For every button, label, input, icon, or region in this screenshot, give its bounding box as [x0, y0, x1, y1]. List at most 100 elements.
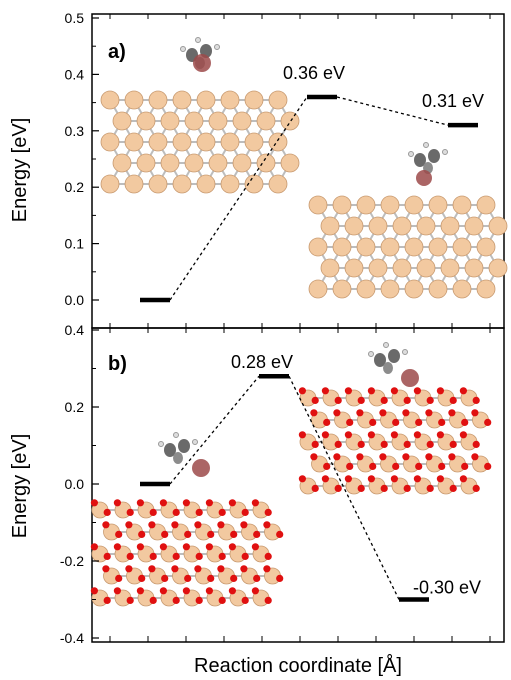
oxygen-atom: [426, 440, 434, 448]
surface-atom: [452, 279, 472, 299]
oxygen-atom: [472, 484, 480, 492]
x-axis-title: Reaction coordinate [Å]: [194, 654, 402, 677]
surface-atom: [220, 174, 240, 194]
surface-atom: [368, 258, 388, 278]
reaction-path-connector: [336, 96, 449, 126]
oxygen-atom: [184, 574, 192, 583]
surface-atom: [464, 258, 484, 278]
oxygen-atom: [149, 508, 157, 516]
oxygen-atom: [136, 543, 144, 551]
hydrogen-atom: [383, 342, 389, 348]
surface-atom: [392, 258, 412, 278]
oxygen-atom: [251, 543, 259, 551]
oxygen-atom: [217, 565, 225, 573]
oxygen-atom: [195, 552, 203, 561]
oxygen-atom: [148, 521, 156, 529]
surface-atom: [244, 90, 264, 110]
surface-atom: [488, 258, 508, 278]
panel-a-letter: a): [108, 41, 126, 63]
surface-atom: [100, 132, 120, 152]
surface-atom: [404, 195, 424, 215]
oxygen-atom: [426, 396, 434, 404]
oxygen-atom: [390, 387, 398, 395]
oxygen-atom: [115, 530, 123, 539]
surface-atom: [208, 111, 228, 131]
oxygen-atom: [436, 431, 444, 439]
surface-atom: [404, 279, 424, 299]
oxygen-atom: [472, 440, 480, 448]
oxygen-atom: [230, 574, 238, 583]
oxygen-atom: [149, 552, 157, 561]
surface-atom: [320, 216, 340, 236]
oxygen-atom: [195, 508, 203, 516]
surface-atom: [136, 111, 156, 131]
surface-atom: [476, 279, 496, 299]
oxygen-atom: [449, 440, 457, 448]
oxygen-atom: [415, 462, 423, 470]
oxygen-atom: [228, 587, 236, 595]
oxygen-atom: [323, 462, 331, 470]
oxygen-atom: [241, 596, 249, 605]
oxygen-atom: [298, 387, 306, 395]
adsorbate-atom: [416, 170, 432, 186]
surface-atom: [440, 216, 460, 236]
surface-atom: [160, 153, 180, 173]
oxygen-atom: [264, 552, 272, 561]
surface-atom: [220, 90, 240, 110]
surface-atom: [256, 111, 276, 131]
surface-atom: [268, 174, 288, 194]
oxygen-atom: [448, 409, 456, 417]
oxygen-atom: [369, 462, 377, 470]
adsorbate-atom: [193, 54, 211, 72]
oxygen-atom: [449, 396, 457, 404]
surface-atom: [196, 132, 216, 152]
oxygen-atom: [344, 475, 352, 483]
oxygen-atom: [334, 396, 342, 404]
oxygen-atom: [253, 574, 261, 583]
oxygen-atom: [161, 574, 169, 583]
y-tick-label: 0.0: [65, 476, 85, 492]
surface-atom: [392, 216, 412, 236]
surface-atom: [416, 216, 436, 236]
oxygen-atom: [205, 499, 213, 507]
surface-atom: [244, 132, 264, 152]
surface-atom: [380, 279, 400, 299]
panel-b-energy-profile: 0.28 eV -0.30 eV: [140, 352, 481, 602]
panel-a-energy-profile: 0.36 eV 0.31 eV: [140, 63, 484, 303]
oxygen-atom: [484, 462, 492, 470]
carbon-atom: [374, 353, 386, 367]
oxygen-atom: [217, 521, 225, 529]
surface-atom: [220, 132, 240, 152]
oxygen-atom: [334, 440, 342, 448]
oxygen-atom: [344, 431, 352, 439]
oxygen-atom: [459, 387, 467, 395]
energy-level-label: 0.36 eV: [283, 63, 345, 83]
surface-atom: [268, 132, 288, 152]
oxygen-atom: [276, 574, 284, 583]
surface-atom: [280, 111, 300, 131]
oxygen-atom: [323, 418, 331, 426]
panel-b-frame: [91, 327, 505, 643]
oxygen-atom: [103, 552, 111, 561]
carbon-atom: [388, 349, 400, 363]
oxygen-atom: [380, 396, 388, 404]
surface-atom: [380, 237, 400, 257]
oxygen-atom: [334, 484, 342, 492]
oxygen-atom: [161, 530, 169, 539]
oxygen-atom: [90, 543, 98, 551]
oxygen-atom: [436, 387, 444, 395]
oxygen-atom: [310, 453, 318, 461]
surface-atom: [172, 132, 192, 152]
oxygen-atom: [115, 574, 123, 583]
panel-b-surface-structures: [90, 342, 492, 607]
oxygen-atom: [449, 484, 457, 492]
y-tick-label: 0.0: [65, 292, 85, 308]
oxygen-atom: [171, 565, 179, 573]
oxygen-atom: [113, 587, 121, 595]
oxygen-atom: [380, 484, 388, 492]
oxygen-atom: [357, 484, 365, 492]
carbon-atom: [173, 452, 183, 464]
surface-atom: [256, 153, 276, 173]
oxygen-atom: [471, 409, 479, 417]
oxygen-atom: [148, 565, 156, 573]
